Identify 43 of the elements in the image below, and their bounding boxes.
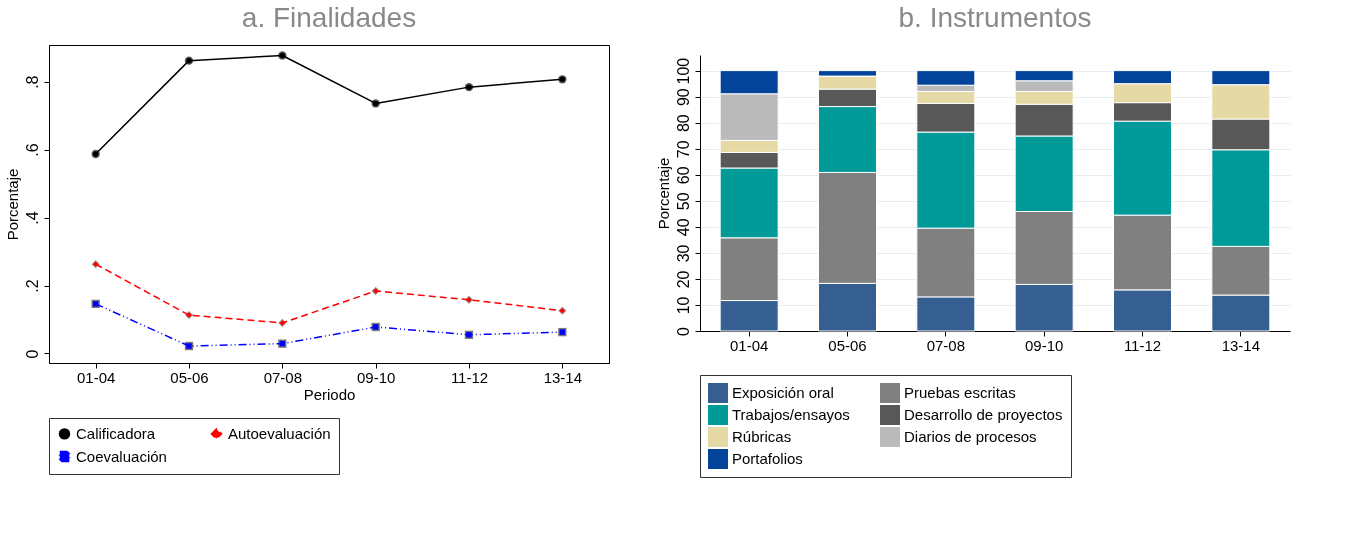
y-tick-label: .6 xyxy=(23,143,41,157)
y-tick-label: 100 xyxy=(674,57,692,85)
y-tick-label: 90 xyxy=(674,88,692,107)
x-tick-label: 11-12 xyxy=(1123,336,1162,354)
x-tick-label: 01-04 xyxy=(76,368,116,386)
y-tick-label: 80 xyxy=(674,114,692,133)
legend-label: Desarrollo de proyectos xyxy=(904,406,1063,423)
y-tick-label: .4 xyxy=(23,211,41,225)
y-tick-label: 30 xyxy=(674,244,692,263)
x-tick-label: 13-14 xyxy=(543,368,583,386)
x-axis-title: Periodo xyxy=(303,385,356,403)
x-tick-label: 05-06 xyxy=(170,368,209,386)
legend-label: Diarios de procesos xyxy=(904,428,1037,445)
x-tick-label: 05-06 xyxy=(828,336,867,354)
x-tick-label: 09-10 xyxy=(1024,336,1064,354)
legend-label: Trabajos/ensayos xyxy=(732,406,850,423)
x-tick-label: 13-14 xyxy=(1221,336,1261,354)
x-tick-label: 09-10 xyxy=(356,368,396,386)
x-tick-label: 07-08 xyxy=(926,336,966,354)
y-tick-label: 60 xyxy=(674,166,692,185)
legend-label: Coevaluación xyxy=(76,447,167,465)
x-tick-label: 07-08 xyxy=(263,368,303,386)
y-tick-label: 0 xyxy=(23,349,41,359)
y-tick-label: 70 xyxy=(674,140,692,159)
legend-label: Portafolios xyxy=(732,450,803,467)
y-tick-label: .8 xyxy=(23,75,41,89)
legend-label: Calificadora xyxy=(76,424,156,442)
legend-label: Pruebas escritas xyxy=(904,384,1016,401)
chart-title: b. Instrumentos xyxy=(898,2,1092,33)
x-tick-label: 11-12 xyxy=(450,368,489,386)
y-tick-label: .2 xyxy=(23,279,41,293)
chart-title: a. Finalidades xyxy=(241,2,417,33)
x-tick-label: 01-04 xyxy=(729,336,769,354)
y-tick-label: 0 xyxy=(674,326,692,336)
y-axis-title: Porcentaje xyxy=(654,157,672,230)
legend-label: Autoevaluación xyxy=(228,424,331,442)
legend-label: Rúbricas xyxy=(732,428,792,445)
y-tick-label: 50 xyxy=(674,192,692,211)
y-tick-label: 10 xyxy=(674,296,692,315)
y-tick-label: 20 xyxy=(674,270,692,289)
legend-label: Exposición oral xyxy=(732,384,834,401)
y-axis-title: Porcentaje xyxy=(3,168,21,241)
y-tick-label: 40 xyxy=(674,218,692,237)
